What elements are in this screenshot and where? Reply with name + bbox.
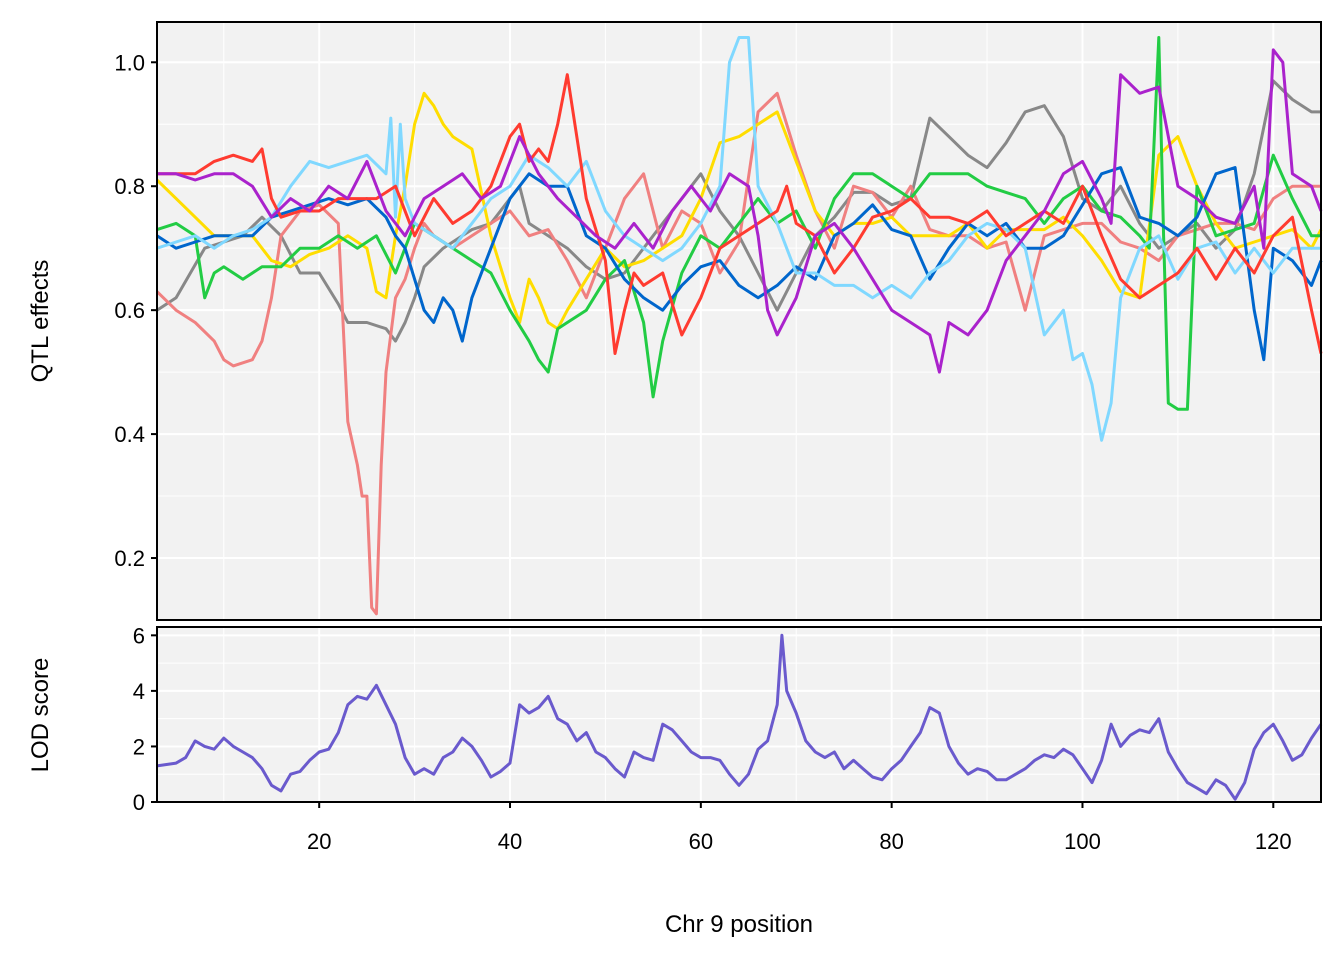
effects-y-axis: 0.2 0.4 0.6 0.8 1.0	[114, 50, 157, 571]
x-tick-label-5: 120	[1255, 829, 1292, 854]
x-axis: 20 40 60 80 100 120	[307, 802, 1292, 854]
effects-y-tick-label-4: 1.0	[114, 50, 145, 75]
effects-series-1	[155, 91, 1321, 616]
effects-y-axis-title: QTL effects	[27, 260, 54, 383]
effects-series	[155, 36, 1323, 616]
effects-panel: 0.2 0.4 0.6 0.8 1.0 QTL effects	[27, 21, 1323, 621]
lod-panel-frame	[156, 626, 1322, 803]
lod-panel: 0 2 4 6 20 40 60 80 100 120 LOD score Chr 9 posi…	[27, 623, 1323, 938]
effects-series-2	[155, 91, 1323, 331]
effects-panel-frame	[156, 21, 1322, 621]
lod-y-axis-title: LOD score	[27, 658, 54, 773]
effects-panel-background	[157, 22, 1321, 620]
x-tick-label-2: 60	[689, 829, 713, 854]
lod-y-tick-label-3: 6	[133, 623, 145, 648]
lod-series-0	[156, 633, 1323, 801]
x-axis-title: Chr 9 position	[665, 911, 813, 938]
lod-y-tick-label-1: 2	[133, 734, 145, 759]
effects-series-5	[156, 36, 1321, 442]
effects-y-tick-label-0: 0.2	[114, 546, 145, 571]
x-tick-label-1: 40	[498, 829, 522, 854]
effects-y-tick-label-1: 0.4	[114, 422, 145, 447]
x-tick-label-3: 80	[879, 829, 903, 854]
lod-y-tick-label-2: 4	[133, 679, 145, 704]
effects-y-tick-label-3: 0.8	[114, 174, 145, 199]
effects-series-4	[156, 166, 1323, 362]
effects-y-tick-label-2: 0.6	[114, 298, 145, 323]
effects-series-0	[156, 79, 1321, 343]
lod-y-tick-label-0: 0	[133, 790, 145, 815]
x-tick-label-0: 20	[307, 829, 331, 854]
lod-y-axis: 0 2 4 6	[133, 623, 157, 815]
effects-series-3	[156, 36, 1321, 411]
x-tick-label-4: 100	[1064, 829, 1101, 854]
lod-series	[156, 633, 1323, 801]
lod-panel-background	[157, 627, 1321, 802]
effects-series-7	[157, 48, 1323, 374]
